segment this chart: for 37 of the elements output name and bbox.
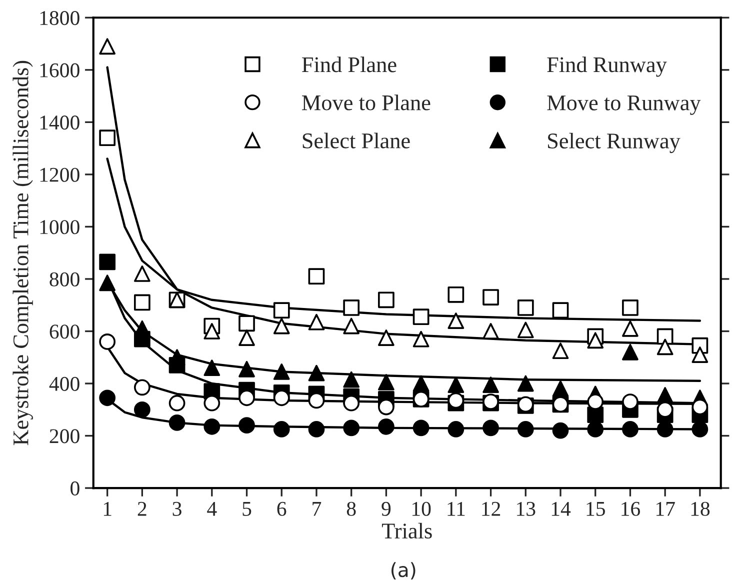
x-tick-label: 8 [346, 502, 356, 516]
legend-label: Select Plane [302, 132, 410, 148]
y-tick-label: 1200 [40, 168, 80, 182]
legend-label: Move to Plane [302, 94, 430, 110]
x-axis-title: Trials [382, 522, 432, 539]
legend-label: Move to Runway [547, 96, 701, 115]
legend-label: Find Runway [547, 56, 667, 77]
legend-label: Find Plane [302, 56, 396, 72]
y-tick-label: 0 [70, 481, 80, 496]
x-tick-label: 14 [552, 502, 571, 516]
x-tick-label: 15 [586, 502, 605, 516]
y-tick-label: 1400 [40, 116, 80, 130]
x-tick-label: 13 [517, 502, 536, 516]
y-axis-title: Keystroke Completion Time (milliseconds) [12, 60, 33, 446]
x-tick-label: 5 [242, 502, 252, 516]
x-tick-label: 10 [412, 502, 431, 516]
legend-label: Select Runway [548, 132, 680, 154]
text: (a) [392, 562, 416, 580]
x-tick-label: 3 [172, 502, 182, 516]
x-tick-label: 12 [482, 502, 500, 516]
x-tick-label: 2 [138, 502, 146, 516]
x-tick-label: 11 [448, 502, 465, 516]
y-tick-label: 200 [50, 429, 80, 444]
y-tick-label: 800 [50, 272, 80, 286]
x-tick-label: 1 [104, 502, 112, 516]
x-tick-label: 4 [207, 502, 217, 516]
y-tick-label: 400 [49, 376, 80, 391]
x-tick-label: 6 [277, 502, 286, 516]
y-tick-label: 600 [50, 324, 80, 339]
x-tick-label: 18 [691, 502, 710, 516]
x-tick-label: 17 [656, 502, 675, 516]
y-tick-label: 1600 [40, 63, 80, 78]
y-tick-label: 1000 [40, 220, 80, 234]
x-tick-label: 16 [622, 502, 640, 516]
y-tick-label: 1800 [40, 11, 80, 26]
x-tick-label: 7 [312, 502, 322, 516]
x-tick-label: 9 [382, 502, 391, 516]
